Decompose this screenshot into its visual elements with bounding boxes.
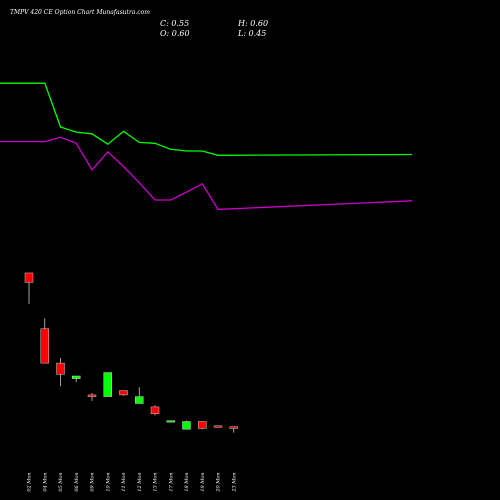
candle — [229, 426, 238, 433]
indicator-lines — [0, 82, 413, 211]
candle-body — [229, 426, 238, 429]
candle-body — [166, 420, 175, 423]
candle — [150, 405, 160, 416]
x-tick-label: 05 Mon — [58, 472, 64, 491]
candle — [56, 357, 65, 387]
low-value: L: 0.45 — [238, 29, 267, 38]
candle — [182, 420, 191, 430]
open-value: O: 0.60 — [160, 29, 190, 38]
candle — [213, 425, 223, 428]
x-tick-label: 20 Mon — [216, 472, 222, 492]
candle — [198, 421, 207, 430]
x-tick-label: 06 Mon — [74, 472, 80, 491]
candle-body — [56, 362, 65, 375]
x-tick-label: 11 Mon — [121, 472, 127, 491]
candle-body — [135, 396, 144, 404]
candle-body — [72, 375, 81, 379]
x-tick-label: 10 Mon — [105, 472, 111, 491]
candle — [87, 393, 97, 401]
chart-title: TMPV 420 CE Option Chart Munafasutra.com — [10, 9, 150, 16]
candle — [72, 375, 81, 383]
x-tick-label: 23 Mon — [231, 472, 237, 492]
candle — [119, 390, 128, 396]
candle-body — [213, 425, 223, 428]
candle-body — [40, 328, 49, 364]
close-value: C: 0.55 — [160, 19, 190, 28]
candle-body — [119, 390, 128, 396]
candle — [166, 420, 175, 423]
x-tick-label: 12 Mon — [137, 472, 143, 491]
candle — [40, 318, 49, 364]
x-tick-label: 19 Mon — [200, 472, 206, 491]
candle — [103, 372, 112, 397]
candle-body — [87, 394, 97, 397]
high-value: H: 0.60 — [238, 19, 269, 28]
x-axis-labels: 02 Mon 04 Mon 05 Mon 06 Mon 09 Mon 10 Mon 11 M… — [27, 472, 238, 492]
x-tick-label: 02 Mon — [27, 472, 33, 491]
x-tick-label: 13 Mon — [153, 472, 159, 491]
indicator-line-2 — [0, 136, 413, 211]
x-tick-label: 04 Mon — [42, 472, 48, 491]
x-tick-label: 09 Mon — [90, 472, 96, 491]
indicator-line-1 — [0, 82, 413, 156]
candles — [24, 272, 238, 433]
x-tick-label: 18 Mon — [184, 472, 190, 491]
candle-body — [103, 372, 112, 397]
candle-body — [198, 421, 207, 429]
candle — [135, 387, 144, 404]
candle-body — [24, 272, 34, 283]
x-tick-label: 17 Mon — [168, 472, 174, 491]
candle-body — [182, 421, 191, 430]
candle — [24, 272, 34, 304]
candle-body — [150, 406, 160, 415]
